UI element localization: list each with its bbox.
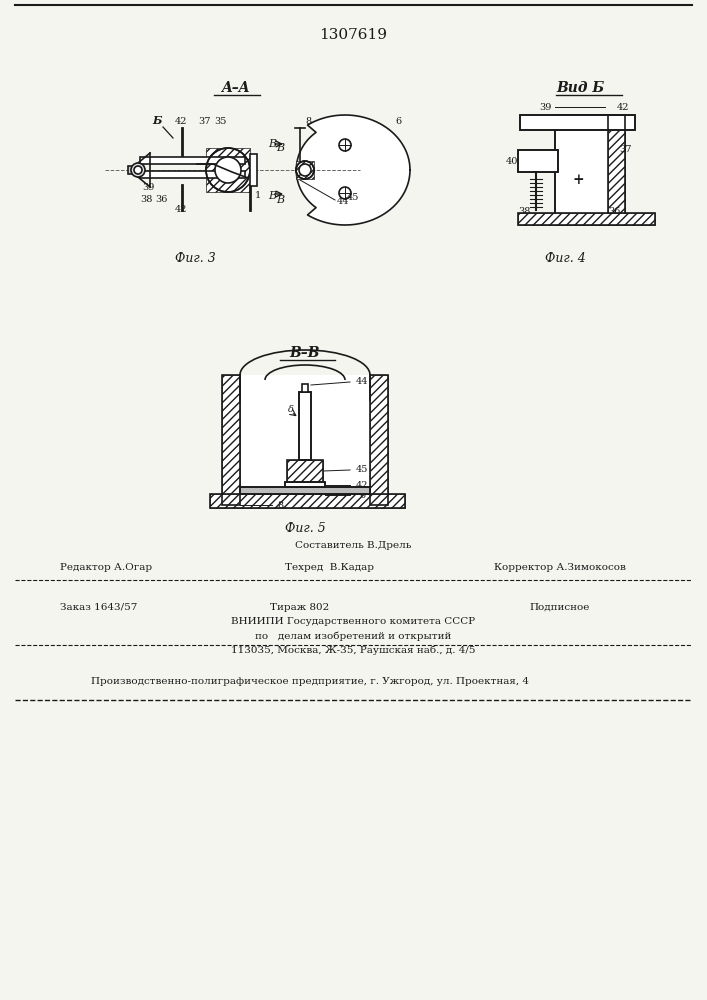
Text: 38: 38	[140, 196, 152, 205]
Text: B–B: B–B	[290, 346, 320, 360]
Bar	[240, 487, 370, 494]
Bar	[250, 154, 257, 186]
Bar	[370, 375, 388, 505]
Text: 35: 35	[214, 116, 226, 125]
Text: Фиг. 3: Фиг. 3	[175, 251, 216, 264]
Text: 1: 1	[255, 192, 261, 200]
Text: ВНИИПИ Государственного комитета СССР: ВНИИПИ Государственного комитета СССР	[231, 617, 475, 626]
Bar	[285, 482, 325, 487]
Text: 45: 45	[356, 466, 368, 475]
Text: 42: 42	[356, 481, 368, 489]
Bar	[520, 115, 635, 130]
Text: 38: 38	[518, 208, 530, 217]
Text: B: B	[268, 191, 276, 201]
Text: Производственно-полиграфическое предприятие, г. Ужгород, ул. Проектная, 4: Производственно-полиграфическое предприя…	[91, 678, 529, 686]
Text: Вид Б: Вид Б	[556, 81, 604, 95]
Bar	[299, 392, 311, 460]
Bar	[518, 150, 558, 172]
Bar	[240, 487, 370, 494]
Text: Тираж 802: Тираж 802	[270, 602, 329, 611]
Text: +: +	[572, 173, 584, 187]
Bar	[128, 166, 138, 174]
Text: 37: 37	[199, 116, 211, 125]
Bar	[287, 460, 323, 482]
Text: Заказ 1643/57: Заказ 1643/57	[60, 602, 137, 611]
Circle shape	[215, 157, 241, 183]
Bar	[555, 115, 625, 225]
Text: B: B	[268, 139, 276, 149]
Text: 113035, Москва, Ж-35, Раушская наб., д. 4/5: 113035, Москва, Ж-35, Раушская наб., д. …	[230, 645, 475, 655]
Bar	[210, 494, 405, 508]
Text: B: B	[276, 195, 284, 205]
Text: 39: 39	[142, 184, 154, 192]
Text: 45: 45	[347, 194, 359, 202]
Bar	[370, 375, 388, 505]
Bar	[520, 115, 635, 130]
Text: 42: 42	[175, 116, 187, 125]
Circle shape	[134, 166, 142, 174]
Text: δ: δ	[288, 406, 294, 414]
Bar	[140, 171, 245, 178]
Bar	[287, 460, 323, 482]
Bar	[285, 482, 325, 487]
Text: 6: 6	[395, 117, 401, 126]
Text: Фиг. 5: Фиг. 5	[285, 522, 325, 534]
Text: Техред  В.Кадар: Техред В.Кадар	[286, 564, 375, 572]
Bar	[299, 392, 311, 460]
Text: Корректор А.Зимокосов: Корректор А.Зимокосов	[494, 564, 626, 572]
Text: Составитель В.Дрель: Составитель В.Дрель	[295, 540, 411, 550]
Text: A–A: A–A	[221, 81, 250, 95]
Bar	[210, 494, 405, 508]
Text: Редактор А.Огар: Редактор А.Огар	[60, 564, 152, 572]
Text: 37: 37	[620, 145, 632, 154]
Text: 42: 42	[617, 103, 629, 111]
Text: 36: 36	[155, 196, 167, 205]
Text: 6: 6	[359, 490, 365, 499]
Text: 1307619: 1307619	[319, 28, 387, 42]
Bar	[222, 375, 240, 505]
Polygon shape	[296, 115, 410, 225]
Text: Подписное: Подписное	[530, 602, 590, 611]
Text: 44: 44	[337, 196, 349, 206]
Text: 40: 40	[506, 156, 518, 165]
Circle shape	[131, 163, 145, 177]
Bar	[240, 375, 370, 494]
Text: 8: 8	[277, 500, 283, 510]
Circle shape	[299, 164, 311, 176]
Text: 44: 44	[356, 377, 368, 386]
Text: по   делам изобретений и открытий: по делам изобретений и открытий	[255, 631, 451, 641]
Text: 36: 36	[608, 208, 620, 217]
Bar	[222, 375, 240, 505]
Text: 39: 39	[539, 103, 551, 111]
Bar	[555, 115, 625, 225]
Bar	[518, 150, 558, 172]
Bar	[140, 157, 245, 164]
Bar	[608, 115, 625, 225]
Bar	[518, 213, 655, 225]
Text: B: B	[276, 143, 284, 153]
Bar	[296, 161, 314, 179]
Text: Фиг. 4: Фиг. 4	[544, 251, 585, 264]
Text: Б: Б	[152, 115, 162, 126]
Bar	[302, 384, 308, 392]
Bar	[608, 115, 625, 225]
Text: 42: 42	[175, 206, 187, 215]
Bar	[206, 148, 250, 192]
Bar	[518, 213, 655, 225]
Text: 8: 8	[305, 116, 311, 125]
